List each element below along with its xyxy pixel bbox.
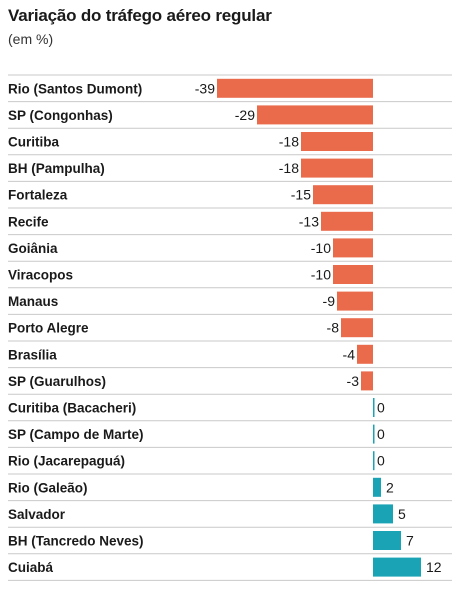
category-label: Brasília xyxy=(8,347,57,362)
category-label: Fortaleza xyxy=(8,188,68,203)
chart-title: Variação do tráfego aéreo regular xyxy=(8,6,272,25)
value-label: -15 xyxy=(291,187,311,203)
bar xyxy=(373,477,381,497)
category-label: Salvador xyxy=(8,507,66,522)
category-label: SP (Guarulhos) xyxy=(8,374,106,389)
bar xyxy=(357,344,373,364)
value-label: -3 xyxy=(347,373,360,389)
category-label: Curitiba (Bacacheri) xyxy=(8,401,136,416)
bar xyxy=(361,371,373,391)
category-label: Goiânia xyxy=(8,241,58,256)
category-label: BH (Tancredo Neves) xyxy=(8,534,144,549)
category-label: SP (Campo de Marte) xyxy=(8,427,144,442)
bar xyxy=(217,78,373,98)
value-label: 0 xyxy=(377,426,385,442)
value-label: 0 xyxy=(377,453,385,469)
category-label: Porto Alegre xyxy=(8,321,89,336)
bar xyxy=(373,557,421,577)
bar xyxy=(301,132,373,151)
value-label: -8 xyxy=(327,320,340,336)
bar xyxy=(341,318,373,338)
value-label: 2 xyxy=(386,479,394,495)
bar xyxy=(321,211,373,231)
value-label: 12 xyxy=(426,559,442,575)
category-label: Recife xyxy=(8,214,49,229)
value-label: -4 xyxy=(343,346,356,362)
bar xyxy=(373,451,375,471)
value-label: 7 xyxy=(406,533,414,549)
category-label: Viracopos xyxy=(8,268,73,283)
bar xyxy=(313,185,373,205)
value-label: -18 xyxy=(279,160,299,176)
bar xyxy=(333,238,373,258)
value-label: -39 xyxy=(195,80,215,96)
value-label: -10 xyxy=(311,240,331,256)
value-label: -9 xyxy=(323,293,336,309)
bar xyxy=(373,531,401,550)
value-label: -18 xyxy=(279,134,299,150)
bar xyxy=(373,424,375,444)
category-label: Manaus xyxy=(8,294,58,309)
category-label: Rio (Jacarepaguá) xyxy=(8,454,125,469)
bar xyxy=(301,158,373,178)
value-label: 0 xyxy=(377,400,385,416)
bar xyxy=(257,105,373,125)
bar xyxy=(373,398,375,417)
category-label: Rio (Santos Dumont) xyxy=(8,81,142,96)
category-label: SP (Congonhas) xyxy=(8,108,113,123)
value-label: -10 xyxy=(311,267,331,283)
value-label: -29 xyxy=(235,107,255,123)
category-label: Cuiabá xyxy=(8,560,54,575)
category-label: BH (Pampulha) xyxy=(8,161,105,176)
bar xyxy=(337,291,373,311)
chart-subtitle: (em %) xyxy=(8,31,54,47)
category-label: Curitiba xyxy=(8,135,59,150)
bar xyxy=(373,504,393,524)
value-label: -13 xyxy=(299,213,319,229)
bar xyxy=(333,265,373,284)
value-label: 5 xyxy=(398,506,406,522)
category-label: Rio (Galeão) xyxy=(8,480,88,495)
